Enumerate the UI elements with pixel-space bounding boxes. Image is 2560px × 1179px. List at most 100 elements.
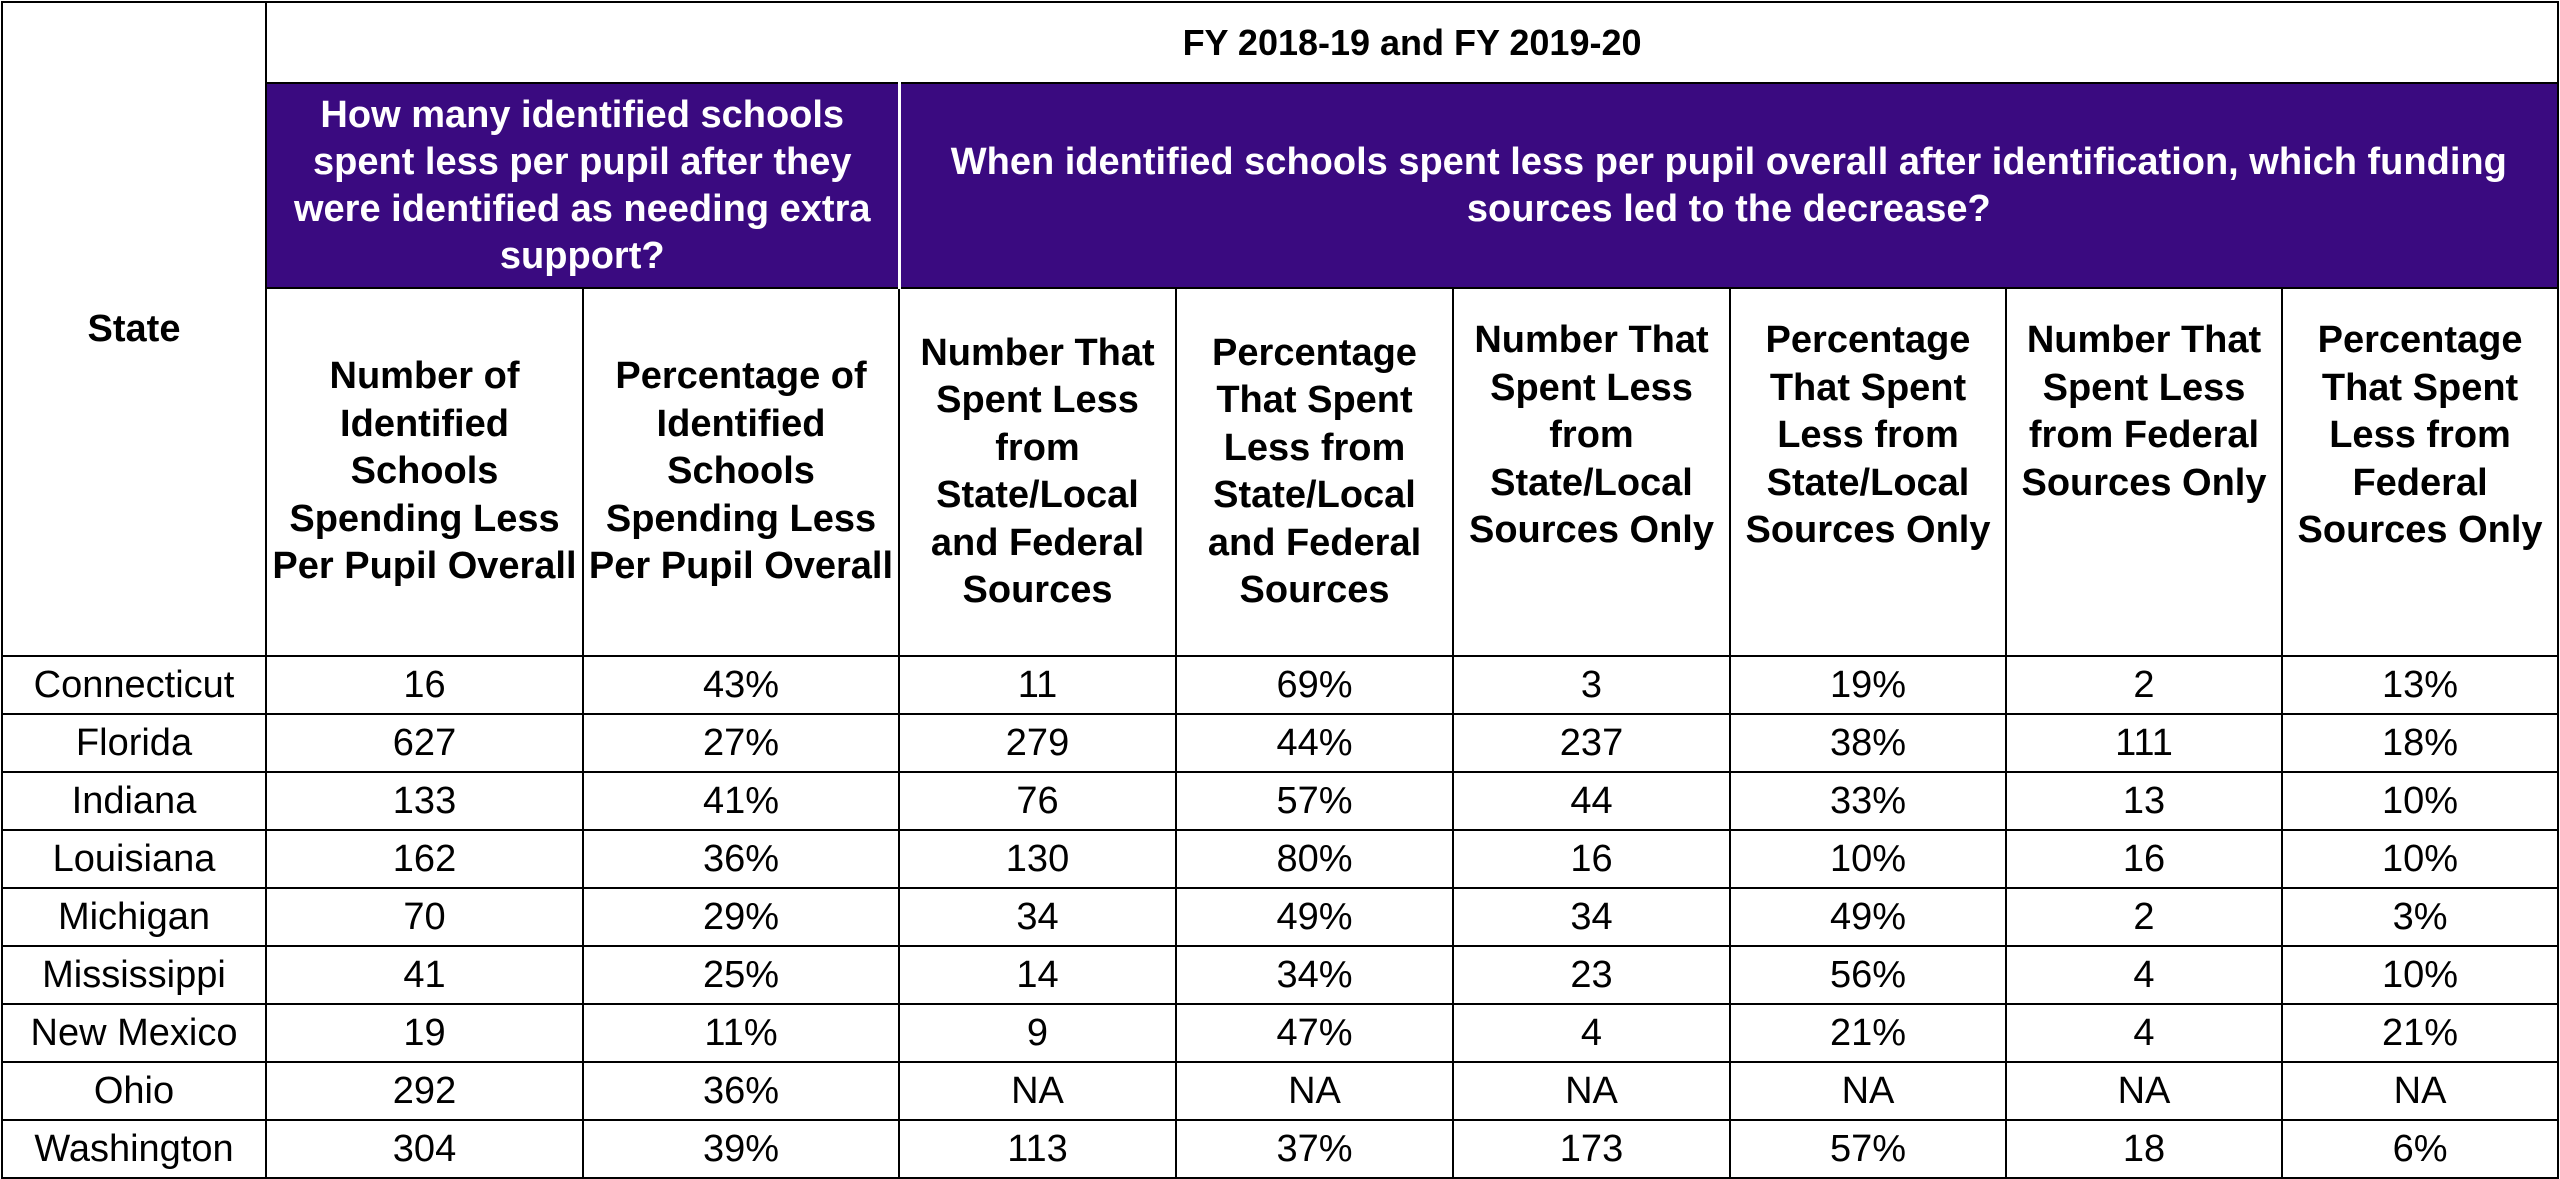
- table-row: Mississippi 41 25% 14 34% 23 56% 4 10%: [1, 945, 2560, 1005]
- state-name: Washington: [1, 1119, 267, 1179]
- table-cell: 34: [1452, 887, 1731, 947]
- group-header-funding-sources: When identified schools spent less per p…: [897, 82, 2560, 289]
- table-cell: 18%: [2280, 713, 2560, 773]
- table-cell: 34: [898, 887, 1177, 947]
- table-cell: 21%: [1729, 1003, 2007, 1063]
- table-cell: NA: [1175, 1061, 1454, 1121]
- table-cell: 292: [265, 1061, 584, 1121]
- table-cell: 23: [1452, 945, 1731, 1005]
- column-header: Percentage of Identified Schools Spendin…: [582, 287, 900, 657]
- table-cell: 18: [2005, 1119, 2283, 1179]
- table-cell: 33%: [1729, 771, 2007, 831]
- column-header: Number of Identified Schools Spending Le…: [265, 287, 584, 657]
- table-cell: 27%: [582, 713, 900, 773]
- table-row: Florida 627 27% 279 44% 237 38% 111 18%: [1, 713, 2560, 773]
- table-cell: 13%: [2280, 655, 2560, 715]
- table-cell: 49%: [1175, 887, 1454, 947]
- table-cell: 10%: [1729, 829, 2007, 889]
- table-cell: 41: [265, 945, 584, 1005]
- column-header: Number That Spent Less from State/Local …: [1452, 287, 1731, 657]
- table-cell: 43%: [582, 655, 900, 715]
- group-header-spent-less: How many identified schools spent less p…: [265, 82, 901, 289]
- table-cell: 19: [265, 1003, 584, 1063]
- table-cell: 38%: [1729, 713, 2007, 773]
- table-cell: 4: [2005, 1003, 2283, 1063]
- table-cell: 111: [2005, 713, 2283, 773]
- table-cell: 16: [2005, 829, 2283, 889]
- table-cell: 16: [265, 655, 584, 715]
- table-cell: 70: [265, 887, 584, 947]
- table-cell: 14: [898, 945, 1177, 1005]
- table-cell: 41%: [582, 771, 900, 831]
- table-cell: 16: [1452, 829, 1731, 889]
- table-cell: 113: [898, 1119, 1177, 1179]
- table-cell: 19%: [1729, 655, 2007, 715]
- table-cell: 11: [898, 655, 1177, 715]
- table-cell: 49%: [1729, 887, 2007, 947]
- table-cell: 21%: [2280, 1003, 2560, 1063]
- table-cell: 627: [265, 713, 584, 773]
- table-cell: 237: [1452, 713, 1731, 773]
- table-cell: 56%: [1729, 945, 2007, 1005]
- table-cell: 57%: [1729, 1119, 2007, 1179]
- table-cell: 304: [265, 1119, 584, 1179]
- state-name: Ohio: [1, 1061, 267, 1121]
- table-cell: 173: [1452, 1119, 1731, 1179]
- state-name: Michigan: [1, 887, 267, 947]
- table-row: Ohio 292 36% NA NA NA NA NA NA: [1, 1061, 2560, 1121]
- table-cell: 36%: [582, 829, 900, 889]
- table-cell: 80%: [1175, 829, 1454, 889]
- table-cell: 37%: [1175, 1119, 1454, 1179]
- table-cell: 10%: [2280, 945, 2560, 1005]
- table-cell: 76: [898, 771, 1177, 831]
- table-cell: NA: [1729, 1061, 2007, 1121]
- table-cell: 2: [2005, 655, 2283, 715]
- table-title: FY 2018-19 and FY 2019-20: [264, 1, 2560, 84]
- state-name: Louisiana: [1, 829, 267, 889]
- table-cell: 133: [265, 771, 584, 831]
- table-cell: 39%: [582, 1119, 900, 1179]
- table-cell: 25%: [582, 945, 900, 1005]
- table-cell: 69%: [1175, 655, 1454, 715]
- table-cell: 47%: [1175, 1003, 1454, 1063]
- state-name: Indiana: [1, 771, 267, 831]
- table-cell: NA: [1452, 1061, 1731, 1121]
- table-row: Washington 304 39% 113 37% 173 57% 18 6%: [1, 1119, 2560, 1179]
- table-cell: 44: [1452, 771, 1731, 831]
- table-cell: 4: [2005, 945, 2283, 1005]
- table-cell: 10%: [2280, 829, 2560, 889]
- table-cell: 279: [898, 713, 1177, 773]
- table-cell: NA: [898, 1061, 1177, 1121]
- column-header: Number That Spent Less from State/Local …: [898, 287, 1177, 657]
- table-cell: 36%: [582, 1061, 900, 1121]
- table-cell: 34%: [1175, 945, 1454, 1005]
- table-cell: NA: [2005, 1061, 2283, 1121]
- state-name: New Mexico: [1, 1003, 267, 1063]
- table-cell: 4: [1452, 1003, 1731, 1063]
- table-cell: NA: [2280, 1061, 2560, 1121]
- state-name: Florida: [1, 713, 267, 773]
- table-cell: 10%: [2280, 771, 2560, 831]
- table-row: Michigan 70 29% 34 49% 34 49% 2 3%: [1, 887, 2560, 947]
- state-name: Connecticut: [1, 655, 267, 715]
- table-cell: 11%: [582, 1003, 900, 1063]
- state-column-header: State: [1, 1, 267, 657]
- table-cell: 9: [898, 1003, 1177, 1063]
- table-cell: 2: [2005, 887, 2283, 947]
- table-row: Connecticut 16 43% 11 69% 3 19% 2 13%: [1, 655, 2560, 715]
- table-cell: 6%: [2280, 1119, 2560, 1179]
- table-cell: 3%: [2280, 887, 2560, 947]
- column-header: Number That Spent Less from Federal Sour…: [2005, 287, 2283, 657]
- table-cell: 130: [898, 829, 1177, 889]
- state-name: Mississippi: [1, 945, 267, 1005]
- column-header: Percentage That Spent Less from State/Lo…: [1175, 287, 1454, 657]
- column-header: Percentage That Spent Less from Federal …: [2280, 287, 2560, 657]
- table-cell: 29%: [582, 887, 900, 947]
- table-row: New Mexico 19 11% 9 47% 4 21% 4 21%: [1, 1003, 2560, 1063]
- column-header: Percentage That Spent Less from State/Lo…: [1729, 287, 2007, 657]
- table-cell: 162: [265, 829, 584, 889]
- table-cell: 3: [1452, 655, 1731, 715]
- table-cell: 44%: [1175, 713, 1454, 773]
- table-row: Indiana 133 41% 76 57% 44 33% 13 10%: [1, 771, 2560, 831]
